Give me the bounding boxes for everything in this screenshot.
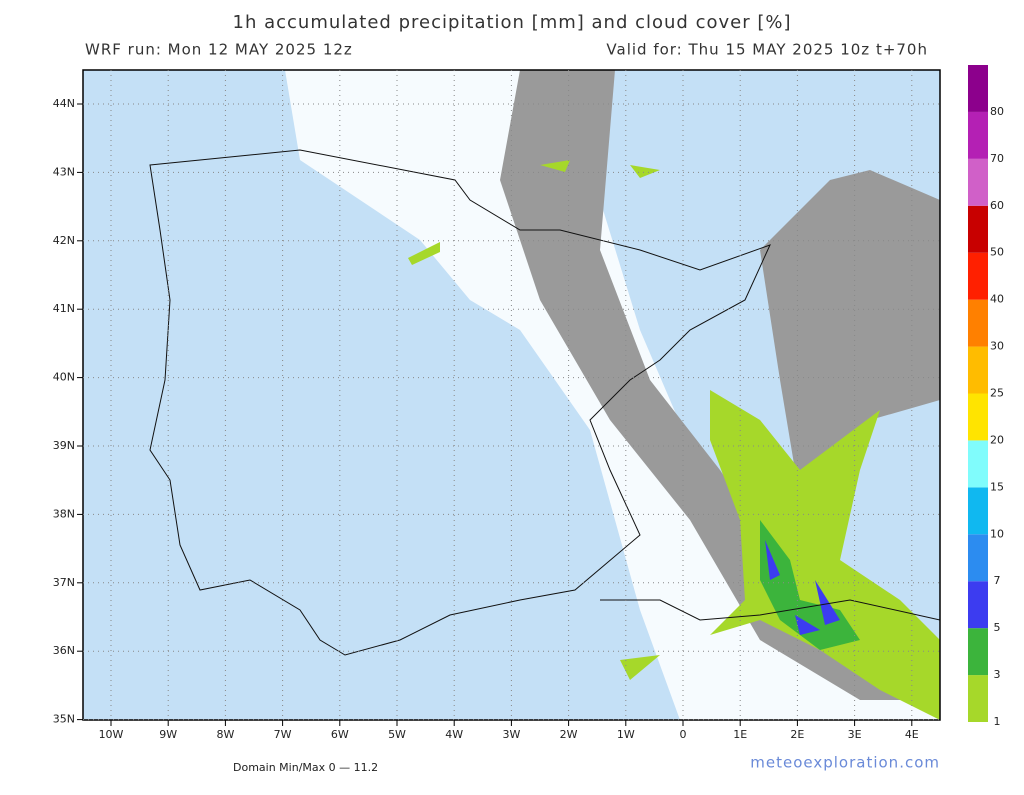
lat-label: 36N — [53, 644, 75, 657]
lon-label: 2W — [560, 728, 578, 741]
colorbar-segment — [968, 675, 988, 722]
colorbar-label: 60 — [990, 199, 1004, 212]
colorbar-label: 7 — [994, 574, 1001, 587]
colorbar-label: 25 — [990, 387, 1004, 400]
colorbar-segment — [968, 581, 988, 629]
colorbar-segment — [968, 440, 988, 488]
lat-label: 44N — [53, 97, 75, 110]
credit: meteoexploration.com — [750, 754, 940, 772]
colorbar-segment — [968, 252, 988, 300]
colorbar-label: 30 — [990, 340, 1004, 353]
lat-label: 42N — [53, 234, 75, 247]
colorbar-label: 20 — [990, 433, 1004, 446]
lat-label: 39N — [53, 439, 75, 452]
lon-label: 1E — [733, 728, 747, 741]
lat-label: 35N — [53, 713, 75, 726]
run-info: WRF run: Mon 12 MAY 2025 12z — [85, 41, 353, 59]
lat-label: 37N — [53, 576, 75, 589]
lon-label: 4E — [905, 728, 919, 741]
lon-label: 9W — [159, 728, 177, 741]
lat-label: 43N — [53, 165, 75, 178]
colorbar-label: 3 — [994, 668, 1001, 681]
colorbar-segment — [968, 65, 988, 112]
lon-label: 3E — [848, 728, 862, 741]
colorbar-segment — [968, 205, 988, 253]
cloud-dark — [760, 170, 940, 520]
colorbar-label: 10 — [990, 527, 1004, 540]
colorbar-segment — [968, 346, 988, 394]
lon-label: 4W — [445, 728, 463, 741]
colorbar-label: 50 — [990, 246, 1004, 259]
lon-label: 1W — [617, 728, 635, 741]
colorbar-label: 1 — [994, 715, 1001, 728]
lon-label: 2E — [790, 728, 804, 741]
colorbar-segment — [968, 534, 988, 582]
coastline — [149, 149, 771, 656]
colorbar-label: 15 — [990, 480, 1004, 493]
lon-label: 7W — [274, 728, 292, 741]
colorbar-segment — [968, 111, 988, 159]
colorbar-segment — [968, 628, 988, 676]
colorbar-label: 70 — [990, 152, 1004, 165]
colorbar-label: 80 — [990, 105, 1004, 118]
colorbar-segment — [968, 487, 988, 535]
lon-label: 3W — [502, 728, 520, 741]
lat-label: 41N — [53, 302, 75, 315]
colorbar-segment — [968, 299, 988, 347]
colorbar-segment — [968, 158, 988, 206]
colorbar-label: 40 — [990, 293, 1004, 306]
lat-label: 38N — [53, 507, 75, 520]
minmax: Domain Min/Max 0 — 11.2 — [233, 761, 378, 774]
title: 1h accumulated precipitation [mm] and cl… — [233, 12, 792, 33]
lon-label: 6W — [331, 728, 349, 741]
lon-label: 0 — [680, 728, 687, 741]
lat-label: 40N — [53, 371, 75, 384]
lon-label: 5W — [388, 728, 406, 741]
colorbar-label: 5 — [994, 621, 1001, 634]
lon-label: 10W — [99, 728, 124, 741]
coastline — [600, 599, 941, 621]
valid-info: Valid for: Thu 15 MAY 2025 10z t+70h — [606, 41, 928, 59]
precip-area — [710, 390, 940, 720]
colorbar-segment — [968, 393, 988, 441]
lon-label: 8W — [216, 728, 234, 741]
